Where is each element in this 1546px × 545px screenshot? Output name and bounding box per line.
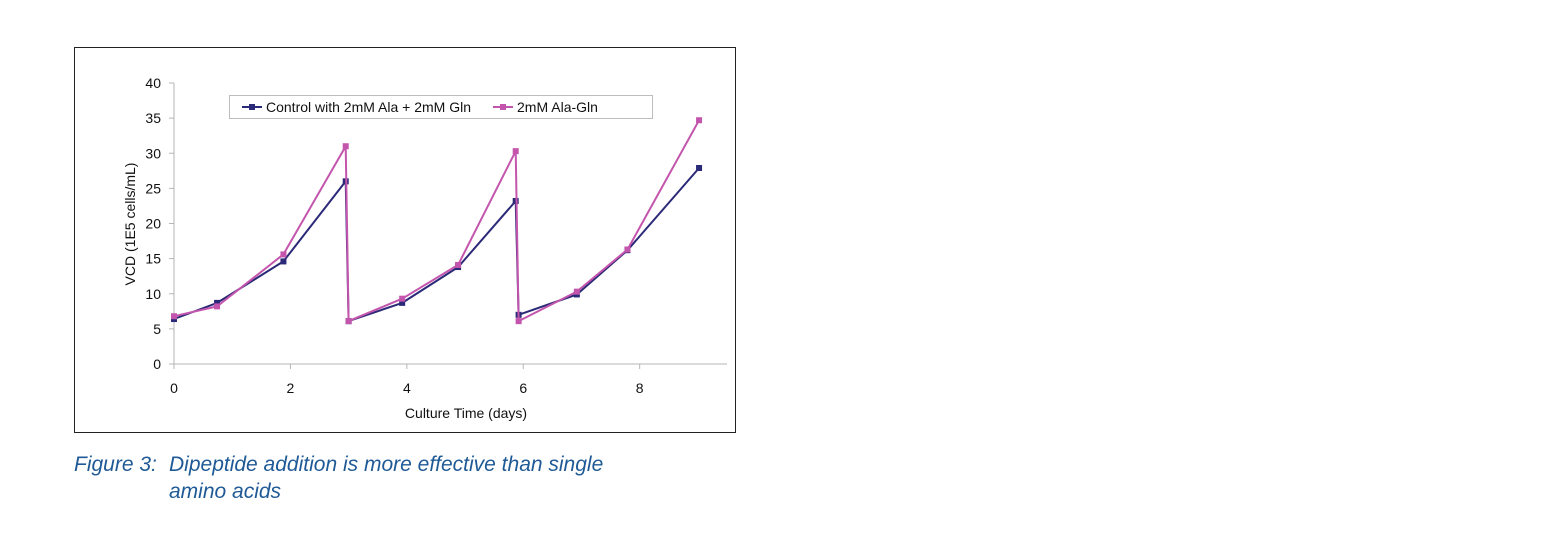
data-point-marker xyxy=(696,165,703,172)
series-line-1 xyxy=(173,119,700,323)
legend-marker-icon xyxy=(493,102,514,112)
legend-marker-icon xyxy=(242,102,262,112)
data-point-marker xyxy=(171,313,177,320)
x-tick-label: 2 xyxy=(287,380,295,396)
figure-caption: Figure 3: Dipeptide addition is more eff… xyxy=(74,451,603,505)
x-tick-label: 6 xyxy=(519,380,527,396)
x-tick-label: 4 xyxy=(403,380,411,396)
series-line-0 xyxy=(173,167,700,323)
y-tick-label: 0 xyxy=(153,356,161,372)
x-tick-label: 8 xyxy=(636,380,644,396)
x-axis-title: Culture Time (days) xyxy=(405,405,527,421)
line-chart: 0 5 10 15 20 25 30 35 40 0 2 4 6 8 Culture Time (days)… xyxy=(122,75,727,421)
y-tick-label: 10 xyxy=(145,286,161,302)
y-tick-label: 25 xyxy=(145,180,161,196)
data-point-marker xyxy=(573,288,580,295)
legend-item: 2mM Ala-Gln xyxy=(493,99,598,115)
data-point-marker xyxy=(280,258,287,265)
caption-label: Figure 3: xyxy=(74,453,157,476)
chart-legend: Control with 2mM Ala + 2mM Gln 2mM Ala-Gl… xyxy=(229,95,653,119)
data-point-marker xyxy=(512,148,519,155)
y-tick-label: 35 xyxy=(145,110,161,126)
caption-line-2: amino acids xyxy=(169,480,282,503)
y-tick-label: 5 xyxy=(153,321,161,337)
data-point-marker xyxy=(280,251,287,258)
data-point-marker xyxy=(342,143,349,150)
data-point-marker xyxy=(399,299,406,306)
data-point-marker xyxy=(515,318,522,325)
data-point-marker xyxy=(399,295,406,302)
y-tick-label: 40 xyxy=(145,75,161,91)
data-point-marker xyxy=(345,318,352,325)
data-point-marker xyxy=(455,261,462,268)
legend-item: Control with 2mM Ala + 2mM Gln xyxy=(242,99,471,115)
y-tick-label: 15 xyxy=(145,251,161,267)
x-tick-label: 0 xyxy=(170,380,178,396)
data-point-marker xyxy=(214,299,221,306)
legend-label: 2mM Ala-Gln xyxy=(517,99,598,115)
caption-line-1: Dipeptide addition is more effective tha… xyxy=(169,453,604,476)
data-point-marker xyxy=(696,117,703,124)
data-point-marker xyxy=(624,246,631,253)
y-tick-label: 30 xyxy=(145,145,161,161)
legend-label: Control with 2mM Ala + 2mM Gln xyxy=(266,99,472,115)
data-point-marker xyxy=(214,303,221,310)
chart-frame: 0 5 10 15 20 25 30 35 40 0 2 4 6 8 Culture Time (days)… xyxy=(74,47,736,433)
y-tick-label: 20 xyxy=(145,216,161,232)
y-axis-title: VCD (1E5 cells/mL) xyxy=(122,163,138,286)
